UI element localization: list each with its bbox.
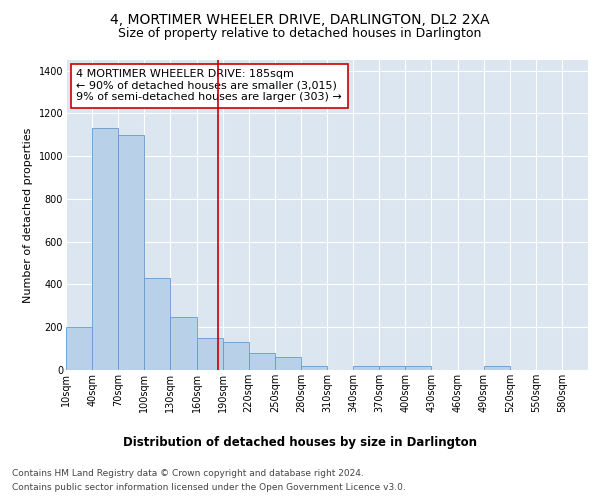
Bar (197, 338, 223, 370)
Bar (66, 327, 92, 370)
Bar (223, 342, 249, 370)
Bar (92, 128, 118, 370)
Text: Distribution of detached houses by size in Darlington: Distribution of detached houses by size … (123, 436, 477, 449)
Text: Contains HM Land Registry data © Crown copyright and database right 2024.: Contains HM Land Registry data © Crown c… (12, 468, 364, 477)
Bar (353, 366, 379, 370)
Text: 4, MORTIMER WHEELER DRIVE, DARLINGTON, DL2 2XA: 4, MORTIMER WHEELER DRIVE, DARLINGTON, D… (110, 12, 490, 26)
Bar (379, 366, 406, 370)
Bar (118, 135, 145, 370)
Text: 4 MORTIMER WHEELER DRIVE: 185sqm
← 90% of detached houses are smaller (3,015)
9%: 4 MORTIMER WHEELER DRIVE: 185sqm ← 90% o… (76, 70, 342, 102)
Bar (275, 357, 301, 370)
Text: Size of property relative to detached houses in Darlington: Size of property relative to detached ho… (118, 28, 482, 40)
Y-axis label: Number of detached properties: Number of detached properties (23, 128, 33, 302)
Bar (145, 278, 170, 370)
Bar (301, 366, 327, 370)
Bar (170, 316, 197, 370)
Bar (406, 366, 431, 370)
Bar (484, 366, 510, 370)
Bar (249, 353, 275, 370)
Text: Contains public sector information licensed under the Open Government Licence v3: Contains public sector information licen… (12, 484, 406, 492)
